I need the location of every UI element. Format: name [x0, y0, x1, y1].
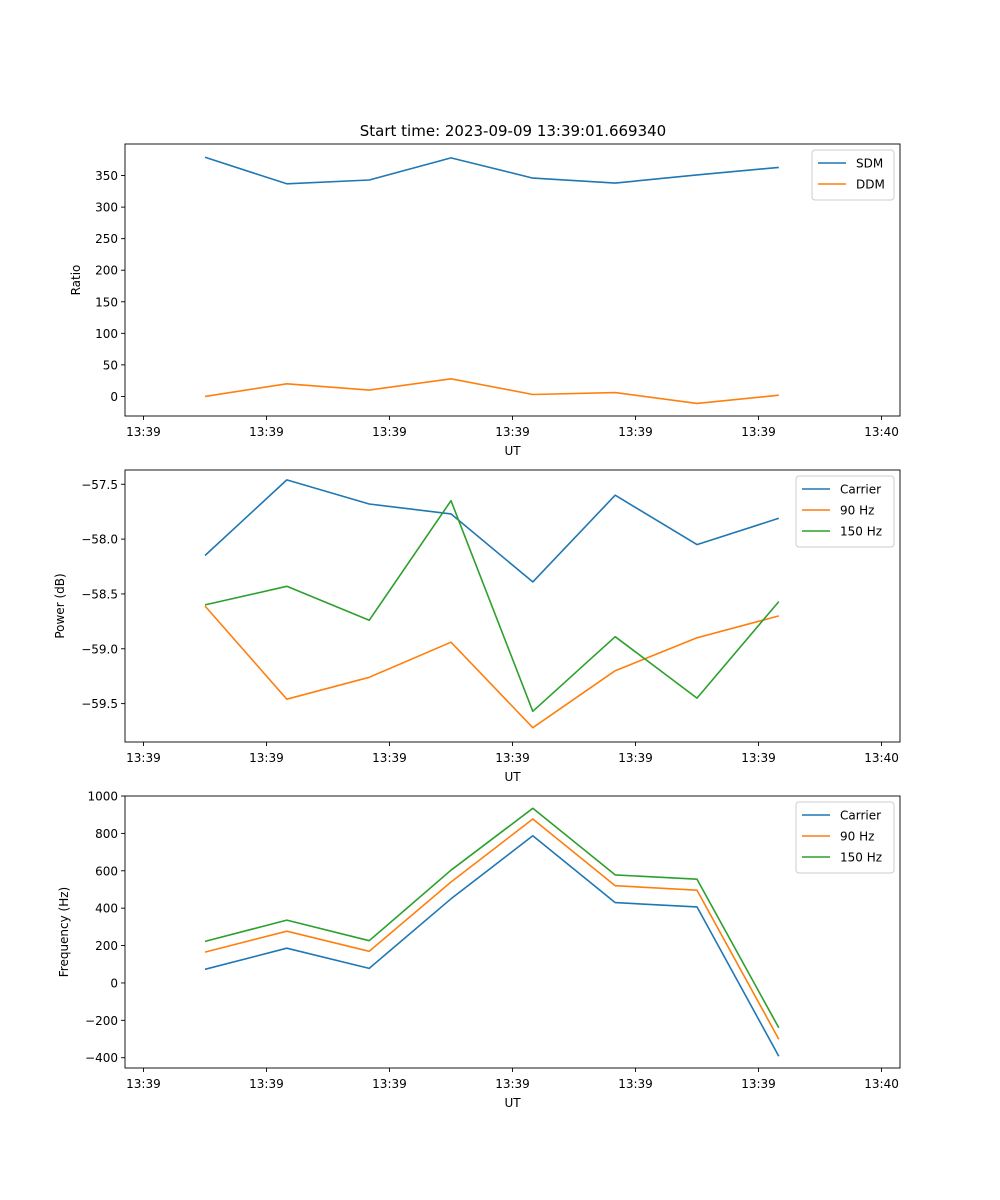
legend: SDM DDM: [811, 149, 895, 201]
y-tick-label: 200: [95, 264, 118, 278]
chart-panel-2: 13:39 13:39 13:39 13:39 13:39 13:39 13:40 −59.5…: [53, 469, 901, 784]
series-line-sdm: [204, 156, 779, 185]
x-tick-label: 13:39: [372, 751, 407, 765]
x-tick-label: 13:39: [741, 1077, 776, 1091]
y-tick-label: 300: [95, 201, 118, 215]
chart-panel-1: 13:39 13:39 13:39 13:39 13:39 13:39 13:40 0 50 10…: [69, 143, 901, 458]
x-tick-label: 13:39: [495, 751, 530, 765]
legend-label: Carrier: [840, 809, 881, 823]
series-line-ddm: [204, 377, 779, 405]
x-tick-label: 13:39: [495, 1077, 530, 1091]
legend-label: 90 Hz: [840, 504, 874, 518]
x-tick-label: 13:39: [618, 425, 653, 439]
x-tick-label: 13:40: [864, 751, 899, 765]
x-tick-label: 13:39: [126, 751, 161, 765]
y-tick-label: 150: [95, 295, 118, 309]
x-axis-label: UT: [504, 444, 521, 458]
x-tick-label: 13:39: [249, 425, 284, 439]
y-tick-label: 0: [110, 976, 118, 990]
x-axis-label: UT: [504, 770, 521, 784]
y-tick-label: 400: [95, 902, 118, 916]
x-tick-label: 13:40: [864, 425, 899, 439]
legend-box: [795, 475, 895, 548]
y-axis-label: Power (dB): [53, 573, 67, 638]
legend-label: 150 Hz: [840, 525, 882, 539]
series-line-150-hz: [204, 807, 780, 1029]
legend-label: 150 Hz: [840, 851, 882, 865]
x-tick-label: 13:39: [741, 751, 776, 765]
legend: Carrier 90 Hz 150 Hz: [795, 801, 895, 874]
x-tick-label: 13:39: [618, 1077, 653, 1091]
plots: 13:39 13:39 13:39 13:39 13:39 13:39 13:40 0 50 10…: [53, 143, 901, 1110]
x-tick-label: 13:39: [372, 1077, 407, 1091]
x-axis-label: UT: [504, 1096, 521, 1110]
y-tick-label: 250: [95, 232, 118, 246]
y-tick-label: 200: [95, 939, 118, 953]
x-tick-label: 13:40: [864, 1077, 899, 1091]
series-line-90-hz: [204, 605, 780, 729]
y-tick-label: 1000: [87, 790, 118, 804]
y-tick-label: −200: [85, 1014, 118, 1028]
series-line-150-hz: [204, 499, 780, 713]
series-line-90-hz: [204, 818, 780, 1040]
y-axis-label: Frequency (Hz): [57, 887, 71, 978]
y-axis-label: Ratio: [69, 265, 83, 296]
x-tick-label: 13:39: [126, 425, 161, 439]
legend-label: 90 Hz: [840, 830, 874, 844]
series-line-carrier: [204, 834, 780, 1057]
y-tick-label: −57.5: [81, 478, 118, 492]
x-tick-label: 13:39: [249, 1077, 284, 1091]
y-tick-label: −59.0: [81, 642, 118, 656]
y-tick-label: 50: [103, 358, 118, 372]
x-tick-label: 13:39: [741, 425, 776, 439]
legend: Carrier 90 Hz 150 Hz: [795, 475, 895, 548]
y-tick-label: 100: [95, 327, 118, 341]
y-tick-label: 0: [110, 390, 118, 404]
series-line-carrier: [204, 479, 780, 583]
x-tick-label: 13:39: [249, 751, 284, 765]
y-tick-label: 600: [95, 864, 118, 878]
legend-label: DDM: [856, 178, 885, 192]
y-tick-label: −400: [85, 1051, 118, 1065]
x-tick-label: 13:39: [372, 425, 407, 439]
y-tick-label: −58.0: [81, 533, 118, 547]
x-tick-label: 13:39: [126, 1077, 161, 1091]
legend-label: SDM: [856, 157, 883, 171]
y-tick-label: 350: [95, 169, 118, 183]
y-tick-label: −58.5: [81, 587, 118, 601]
y-tick-label: −59.5: [81, 697, 118, 711]
legend-box: [795, 801, 895, 874]
figure-title: Start time: 2023-09-09 13:39:01.669340: [360, 122, 666, 140]
x-tick-label: 13:39: [495, 425, 530, 439]
y-tick-label: 800: [95, 827, 118, 841]
chart-panel-3: 13:39 13:39 13:39 13:39 13:39 13:39 13:40 −400 −…: [57, 790, 901, 1110]
x-tick-label: 13:39: [618, 751, 653, 765]
legend-label: Carrier: [840, 483, 881, 497]
